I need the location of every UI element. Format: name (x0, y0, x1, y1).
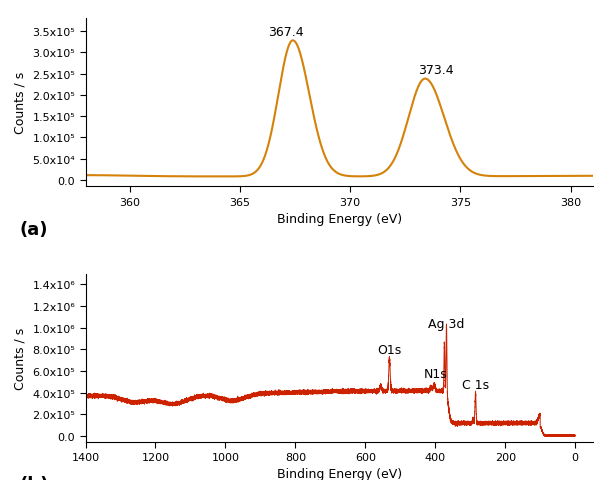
X-axis label: Binding Energy (eV): Binding Energy (eV) (277, 468, 401, 480)
Text: 373.4: 373.4 (419, 64, 454, 77)
Y-axis label: Counts / s: Counts / s (14, 72, 27, 134)
Y-axis label: Counts / s: Counts / s (14, 327, 27, 389)
Text: (a): (a) (20, 220, 48, 238)
Text: 367.4: 367.4 (268, 26, 304, 39)
Text: O1s: O1s (378, 343, 401, 356)
Text: C 1s: C 1s (462, 378, 489, 391)
Text: Ag 3d: Ag 3d (428, 317, 464, 330)
Text: (b): (b) (20, 475, 49, 480)
X-axis label: Binding Energy (eV): Binding Energy (eV) (277, 213, 401, 226)
Text: N1s: N1s (423, 367, 447, 380)
